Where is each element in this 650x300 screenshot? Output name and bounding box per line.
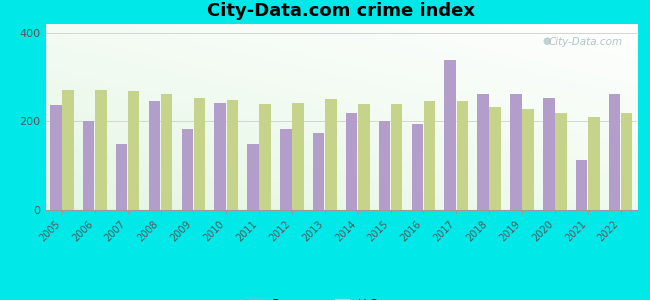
Bar xyxy=(358,104,369,210)
Bar xyxy=(50,105,62,210)
Bar xyxy=(424,101,436,210)
Bar xyxy=(391,104,402,210)
Bar xyxy=(313,133,324,210)
Bar xyxy=(247,145,259,210)
Bar xyxy=(227,100,238,210)
Bar xyxy=(445,60,456,210)
Bar xyxy=(181,129,193,210)
Bar xyxy=(477,94,489,210)
Bar xyxy=(194,98,205,210)
Bar xyxy=(116,145,127,210)
Bar xyxy=(555,112,567,210)
Bar xyxy=(543,98,554,210)
Bar xyxy=(259,104,271,210)
Title: City-Data.com crime index: City-Data.com crime index xyxy=(207,2,475,20)
Legend: Burgaw, U.S. average: Burgaw, U.S. average xyxy=(244,293,439,300)
Bar xyxy=(379,122,390,210)
Bar xyxy=(523,109,534,210)
Bar xyxy=(214,103,226,210)
Bar xyxy=(161,94,172,210)
Bar xyxy=(149,101,160,210)
Bar xyxy=(128,91,140,210)
Bar xyxy=(510,94,522,210)
Bar xyxy=(346,113,358,210)
Bar xyxy=(588,117,599,210)
Text: City-Data.com: City-Data.com xyxy=(548,37,622,47)
Bar xyxy=(621,113,632,210)
Bar xyxy=(95,90,107,210)
Bar xyxy=(83,122,94,210)
Bar xyxy=(325,99,337,210)
Bar xyxy=(609,94,620,210)
Bar xyxy=(456,101,468,210)
Bar xyxy=(489,107,501,210)
Bar xyxy=(576,160,588,210)
Bar xyxy=(411,124,423,210)
Bar xyxy=(280,129,292,210)
Bar xyxy=(292,103,304,210)
Bar xyxy=(62,90,73,210)
Text: ●: ● xyxy=(543,36,551,46)
